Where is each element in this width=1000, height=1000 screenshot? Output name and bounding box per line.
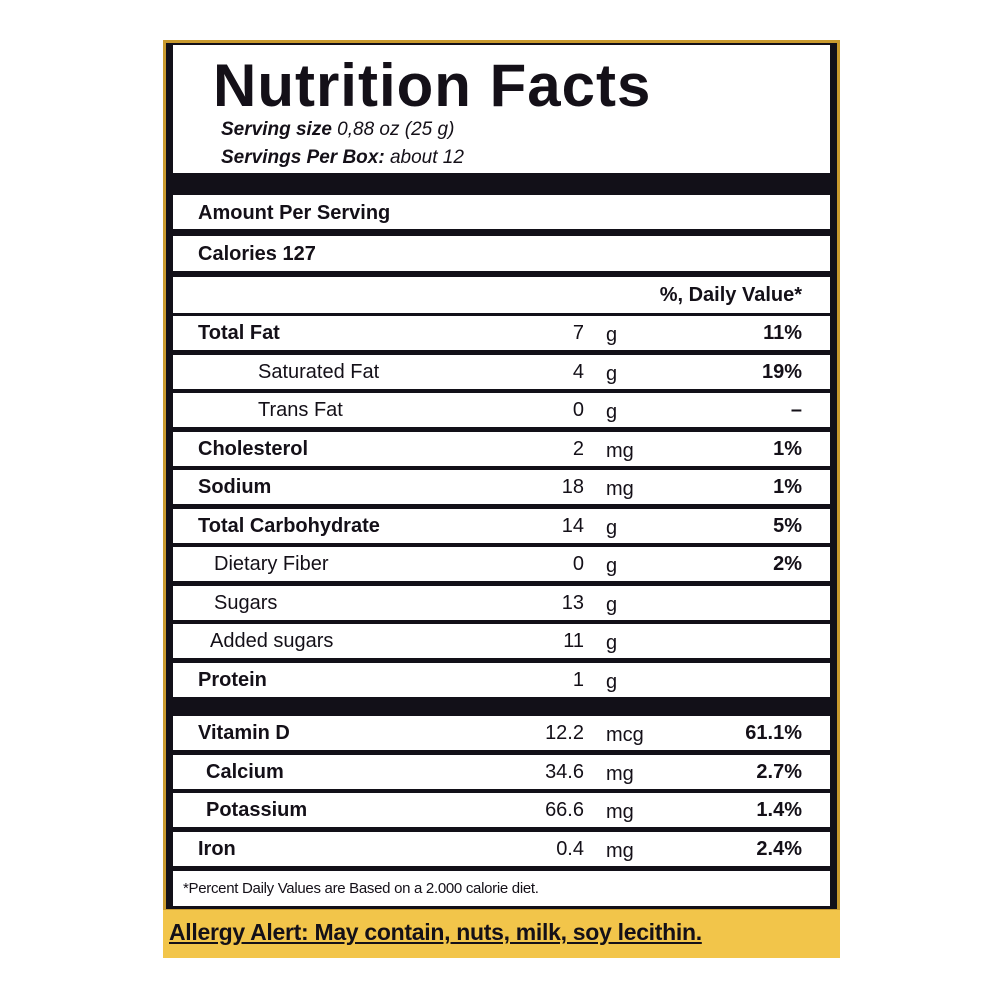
- nutrient-name: Vitamin D: [198, 722, 290, 744]
- nutrient-name: Total Carbohydrate: [198, 514, 380, 537]
- footnote: *Percent Daily Values are Based on a 2.0…: [183, 880, 539, 897]
- nutrient-unit: mcg: [606, 724, 644, 746]
- calories-value: 127: [282, 243, 316, 265]
- nutrient-unit: mg: [606, 762, 634, 785]
- nutrient-name: Iron: [198, 837, 236, 860]
- daily-value: 2%: [773, 553, 802, 575]
- daily-value: 1%: [773, 437, 802, 460]
- nutrient-amount: 13: [561, 591, 584, 614]
- nutrient-unit: mg: [606, 839, 634, 862]
- header: Nutrition Facts Serving size 0,88 oz (25 …: [173, 45, 830, 173]
- nutrient-row: Cholesterol 2 mg 1%: [173, 431, 830, 466]
- nutrient-amount: 7: [572, 322, 584, 344]
- nutrient-amount: 11: [563, 630, 584, 652]
- nutrient-name: Dietary Fiber: [214, 553, 329, 575]
- daily-value: 2.4%: [756, 837, 802, 860]
- serving-value: about 12: [389, 147, 464, 168]
- nutrient-amount: 2: [572, 437, 584, 460]
- nutrient-amount: 1: [572, 668, 584, 691]
- nutrient-amount: 12.2: [545, 722, 584, 744]
- nutrient-name: Calcium: [206, 760, 284, 783]
- nutrient-amount: 0: [572, 553, 584, 575]
- nutrient-row: Total Carbohydrate 14 g 5%: [173, 508, 830, 543]
- nutrient-name: Saturated Fat: [258, 360, 380, 383]
- daily-value: 61.1%: [745, 722, 802, 744]
- allergy-strip: Allergy Alert: May contain, nuts, milk, …: [163, 910, 840, 958]
- daily-value: –: [790, 399, 802, 421]
- nutrient-unit: mg: [606, 801, 634, 823]
- serving-size: Serving size 0,88 oz (25 g): [221, 119, 454, 141]
- nutrient-amount: 0: [572, 399, 584, 421]
- nutrient-name: Protein: [198, 668, 267, 691]
- calories-label: Calories: [198, 243, 277, 265]
- serving-label: Serving size: [221, 119, 332, 140]
- nutrient-name: Potassium: [206, 799, 308, 821]
- nutrient-name: Cholesterol: [198, 437, 309, 460]
- nutrient-amount: 18: [561, 476, 584, 498]
- daily-value: 11%: [763, 322, 802, 344]
- nutrient-name: Sodium: [198, 476, 272, 498]
- daily-value: 2.7%: [756, 760, 802, 783]
- nutrient-unit: mg: [606, 439, 634, 462]
- nutrient-unit: mg: [606, 478, 634, 500]
- daily-value: 5%: [773, 514, 802, 537]
- nutrient-row: Added sugars 11 g: [173, 624, 830, 658]
- daily-value-header-row: %, Daily Value*: [173, 277, 830, 313]
- footnote-row: *Percent Daily Values are Based on a 2.0…: [173, 871, 830, 906]
- title: Nutrition Facts: [213, 52, 652, 119]
- nutrient-unit: g: [606, 324, 618, 346]
- nutrient-name: Total Fat: [198, 322, 280, 344]
- label-body: Nutrition Facts Serving size 0,88 oz (25 …: [166, 43, 837, 909]
- nutrient-unit: g: [606, 632, 618, 654]
- nutrient-row: Protein 1 g: [173, 662, 830, 697]
- nutrient-row: Dietary Fiber 0 g 2%: [173, 547, 830, 581]
- nutrient-unit: g: [606, 593, 618, 616]
- nutrient-unit: g: [606, 555, 618, 577]
- nutrient-row: Total Fat 7 g 11%: [173, 316, 830, 350]
- servings-per-box: Servings Per Box: about 12: [221, 147, 464, 169]
- nutrient-unit: g: [606, 401, 618, 423]
- calories-row: Calories 127: [173, 236, 830, 271]
- amount-per-serving-row: Amount Per Serving: [173, 195, 830, 229]
- nutrient-row: Vitamin D 12.2 mcg 61.1%: [173, 716, 830, 750]
- daily-value-header: %, Daily Value*: [659, 284, 802, 306]
- nutrient-unit: g: [606, 516, 618, 539]
- nutrient-row: Iron 0.4 mg 2.4%: [173, 831, 830, 866]
- nutrient-name: Sugars: [214, 591, 278, 614]
- nutrient-row: Potassium 66.6 mg 1.4%: [173, 793, 830, 827]
- nutrient-row: Sugars 13 g: [173, 585, 830, 620]
- nutrient-amount: 4: [572, 360, 584, 383]
- nutrient-unit: g: [606, 670, 618, 693]
- nutrition-label: Nutrition Facts Serving size 0,88 oz (25 …: [163, 40, 840, 958]
- nutrient-row: Sodium 18 mg 1%: [173, 470, 830, 504]
- serving-label: Servings Per Box:: [221, 147, 385, 168]
- daily-value: 1.4%: [756, 799, 802, 821]
- allergy-alert: Allergy Alert: May contain, nuts, milk, …: [169, 919, 702, 945]
- daily-value: 19%: [761, 360, 802, 383]
- nutrient-amount: 66.6: [545, 799, 584, 821]
- daily-value: 1%: [773, 476, 802, 498]
- nutrient-name: Added sugars: [210, 630, 334, 652]
- serving-value: 0,88 oz (25 g): [337, 119, 455, 140]
- nutrient-amount: 14: [561, 514, 584, 537]
- nutrient-amount: 0.4: [556, 837, 584, 860]
- nutrient-amount: 34.6: [545, 760, 584, 783]
- calories: Calories 127: [198, 243, 316, 266]
- nutrient-name: Trans Fat: [258, 399, 343, 421]
- nutrient-row: Calcium 34.6 mg 2.7%: [173, 754, 830, 789]
- nutrient-row: Trans Fat 0 g –: [173, 393, 830, 427]
- amount-per-serving: Amount Per Serving: [198, 202, 391, 224]
- nutrient-unit: g: [606, 362, 618, 385]
- nutrient-row: Saturated Fat 4 g 19%: [173, 354, 830, 389]
